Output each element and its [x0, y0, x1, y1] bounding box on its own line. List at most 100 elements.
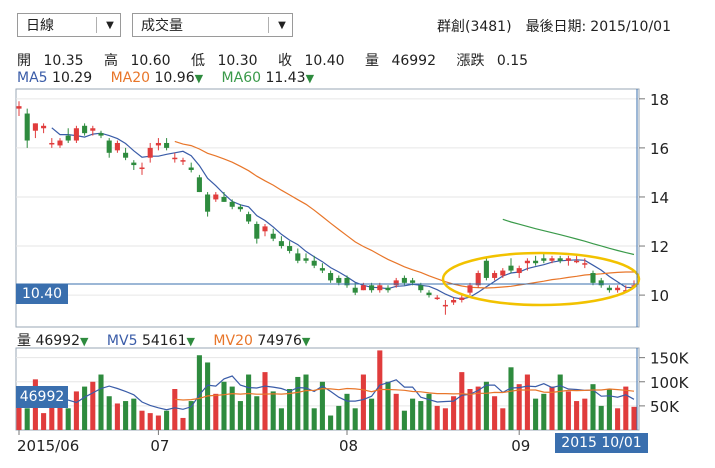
- ma20-line: [174, 140, 634, 289]
- stock-header: 群創(3481) 最後日期: 2015/10/01: [437, 16, 679, 36]
- volume-bar: [623, 386, 629, 430]
- mv5-legend: MV5 54161▼: [106, 333, 195, 349]
- candle-body: [246, 214, 252, 222]
- x-tick-label: 07: [150, 437, 169, 455]
- volume-bar: [311, 408, 317, 430]
- period-select-value: 日線: [26, 18, 54, 34]
- volume-bar: [164, 410, 170, 430]
- volume-bar: [442, 408, 448, 430]
- current-volume-tag: 46992: [16, 386, 68, 408]
- candle-body: [41, 125, 47, 129]
- volume-bar: [598, 405, 604, 430]
- volume-tick-label: 150K: [650, 350, 690, 368]
- volume-bar: [516, 384, 522, 430]
- volume-bar: [508, 367, 514, 430]
- volume-bar: [139, 410, 145, 430]
- x-tick-label: 2015/06: [17, 437, 79, 455]
- down-triangle-icon: ▼: [194, 72, 204, 85]
- ma60-line: [502, 218, 635, 256]
- ohlc-open: 開 10.35: [17, 53, 84, 69]
- price-tick-label: 18: [650, 91, 669, 109]
- volume-bar: [237, 401, 243, 430]
- candle-body: [565, 258, 571, 261]
- indicator-select[interactable]: 成交量 ▼: [132, 13, 293, 37]
- volume-legend: 量 46992▼ MV5 54161▼ MV20 74976▼: [17, 330, 310, 350]
- volume-bar: [541, 393, 547, 430]
- candle-body: [270, 233, 276, 239]
- volume-legend-item: 量 46992▼: [17, 333, 89, 349]
- mv5-line: [51, 375, 635, 411]
- volume-bar: [123, 401, 129, 430]
- volume-bar: [557, 374, 563, 430]
- candle-body: [57, 140, 63, 146]
- period-select[interactable]: 日線 ▼: [17, 13, 121, 37]
- candle-body: [73, 128, 79, 141]
- ma5-legend: MA5 10.29: [17, 70, 93, 86]
- candle-body: [172, 157, 178, 160]
- volume-bar: [41, 413, 47, 430]
- candle-body: [467, 285, 473, 293]
- period-select-divider: [96, 17, 97, 33]
- volume-bar: [196, 355, 202, 430]
- volume-bar: [459, 372, 465, 430]
- candle-body: [606, 287, 612, 291]
- candle-body: [426, 292, 432, 296]
- volume-bar: [172, 389, 178, 430]
- candle-body: [541, 258, 547, 261]
- price-panel: [15, 88, 640, 328]
- chevron-down-icon[interactable]: ▼: [278, 20, 286, 31]
- volume-bar: [615, 408, 621, 430]
- volume-tick-label: 100K: [650, 374, 690, 392]
- volume-bar: [270, 391, 276, 430]
- candle-body: [508, 265, 514, 271]
- volume-bar: [131, 398, 137, 430]
- volume-bar: [336, 405, 342, 430]
- candle-body: [319, 268, 325, 271]
- candle-body: [393, 280, 399, 286]
- candle-body: [123, 152, 129, 158]
- volume-bar: [16, 403, 22, 430]
- volume-bar: [549, 386, 555, 430]
- volume-bar: [57, 396, 63, 430]
- down-triangle-icon: ▼: [301, 335, 311, 348]
- volume-bar: [475, 386, 481, 430]
- down-triangle-icon: ▼: [80, 335, 89, 348]
- candle-body: [524, 260, 530, 264]
- candle-body: [16, 106, 22, 109]
- volume-bar: [451, 396, 457, 430]
- candle-body: [287, 246, 293, 251]
- volume-bar: [369, 398, 375, 430]
- candle-body: [180, 160, 186, 162]
- volume-bar: [229, 386, 235, 430]
- down-triangle-icon: ▼: [305, 72, 315, 85]
- candle-body: [459, 297, 465, 301]
- mv20-legend: MV20 74976▼: [213, 333, 311, 349]
- candle-body: [221, 196, 227, 202]
- volume-bar: [213, 393, 219, 430]
- candle-body: [65, 135, 71, 141]
- candle-body: [549, 258, 555, 261]
- candle-body: [418, 285, 424, 291]
- ohlc-volume: 量 46992: [365, 53, 436, 69]
- candle-body: [213, 194, 219, 200]
- volume-bar: [246, 374, 252, 430]
- candle-body: [90, 128, 96, 131]
- candle-body: [352, 287, 358, 293]
- volume-bar: [393, 393, 399, 430]
- candle-body: [500, 270, 506, 276]
- last-date: 2015/10/01: [590, 19, 671, 35]
- volume-bar: [188, 401, 194, 430]
- ohlc-low: 低 10.30: [191, 53, 258, 69]
- ma60-legend: MA60 11.43▼: [221, 70, 315, 86]
- volume-bar: [295, 376, 301, 430]
- chevron-down-icon[interactable]: ▼: [106, 20, 114, 31]
- candle-body: [442, 304, 448, 307]
- volume-bar: [492, 396, 498, 430]
- volume-tick-label: 50K: [650, 398, 680, 416]
- volume-bar: [65, 408, 71, 430]
- volume-bar: [565, 391, 571, 430]
- candle-body: [205, 194, 211, 212]
- volume-bar: [606, 389, 612, 430]
- volume-bar: [483, 381, 489, 430]
